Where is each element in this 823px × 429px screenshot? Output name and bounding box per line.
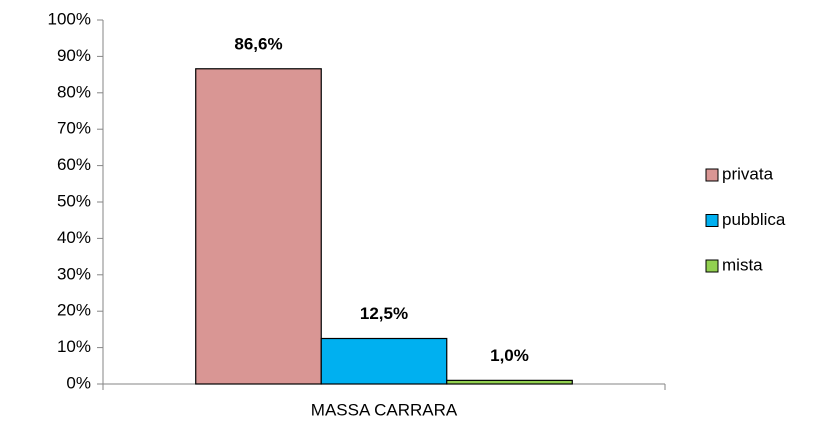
bar: [446, 379, 573, 385]
y-tick-label: 0%: [66, 373, 91, 392]
bar: [195, 68, 322, 385]
y-tick-label: 10%: [57, 337, 91, 356]
y-tick-label: 60%: [57, 155, 91, 174]
data-label: 86,6%: [234, 34, 282, 53]
bar: [320, 337, 448, 385]
data-label: 12,5%: [360, 304, 408, 323]
y-tick-label: 90%: [57, 46, 91, 65]
legend-label: pubblica: [722, 210, 786, 229]
y-tick-label: 70%: [57, 119, 91, 138]
y-tick-label: 30%: [57, 264, 91, 283]
y-tick-label: 20%: [57, 301, 91, 320]
legend-swatch: [705, 168, 719, 182]
legend-label: mista: [722, 255, 763, 274]
y-tick-label: 80%: [57, 82, 91, 101]
legend-label: privata: [722, 164, 774, 183]
legend-swatch: [705, 214, 719, 227]
y-tick-label: 50%: [57, 191, 91, 210]
y-tick-label: 40%: [57, 228, 91, 247]
x-tick-label: MASSA CARRARA: [311, 400, 458, 419]
y-tick-label: 100%: [48, 9, 91, 28]
data-label: 1,0%: [490, 346, 529, 365]
legend-swatch: [705, 259, 719, 273]
